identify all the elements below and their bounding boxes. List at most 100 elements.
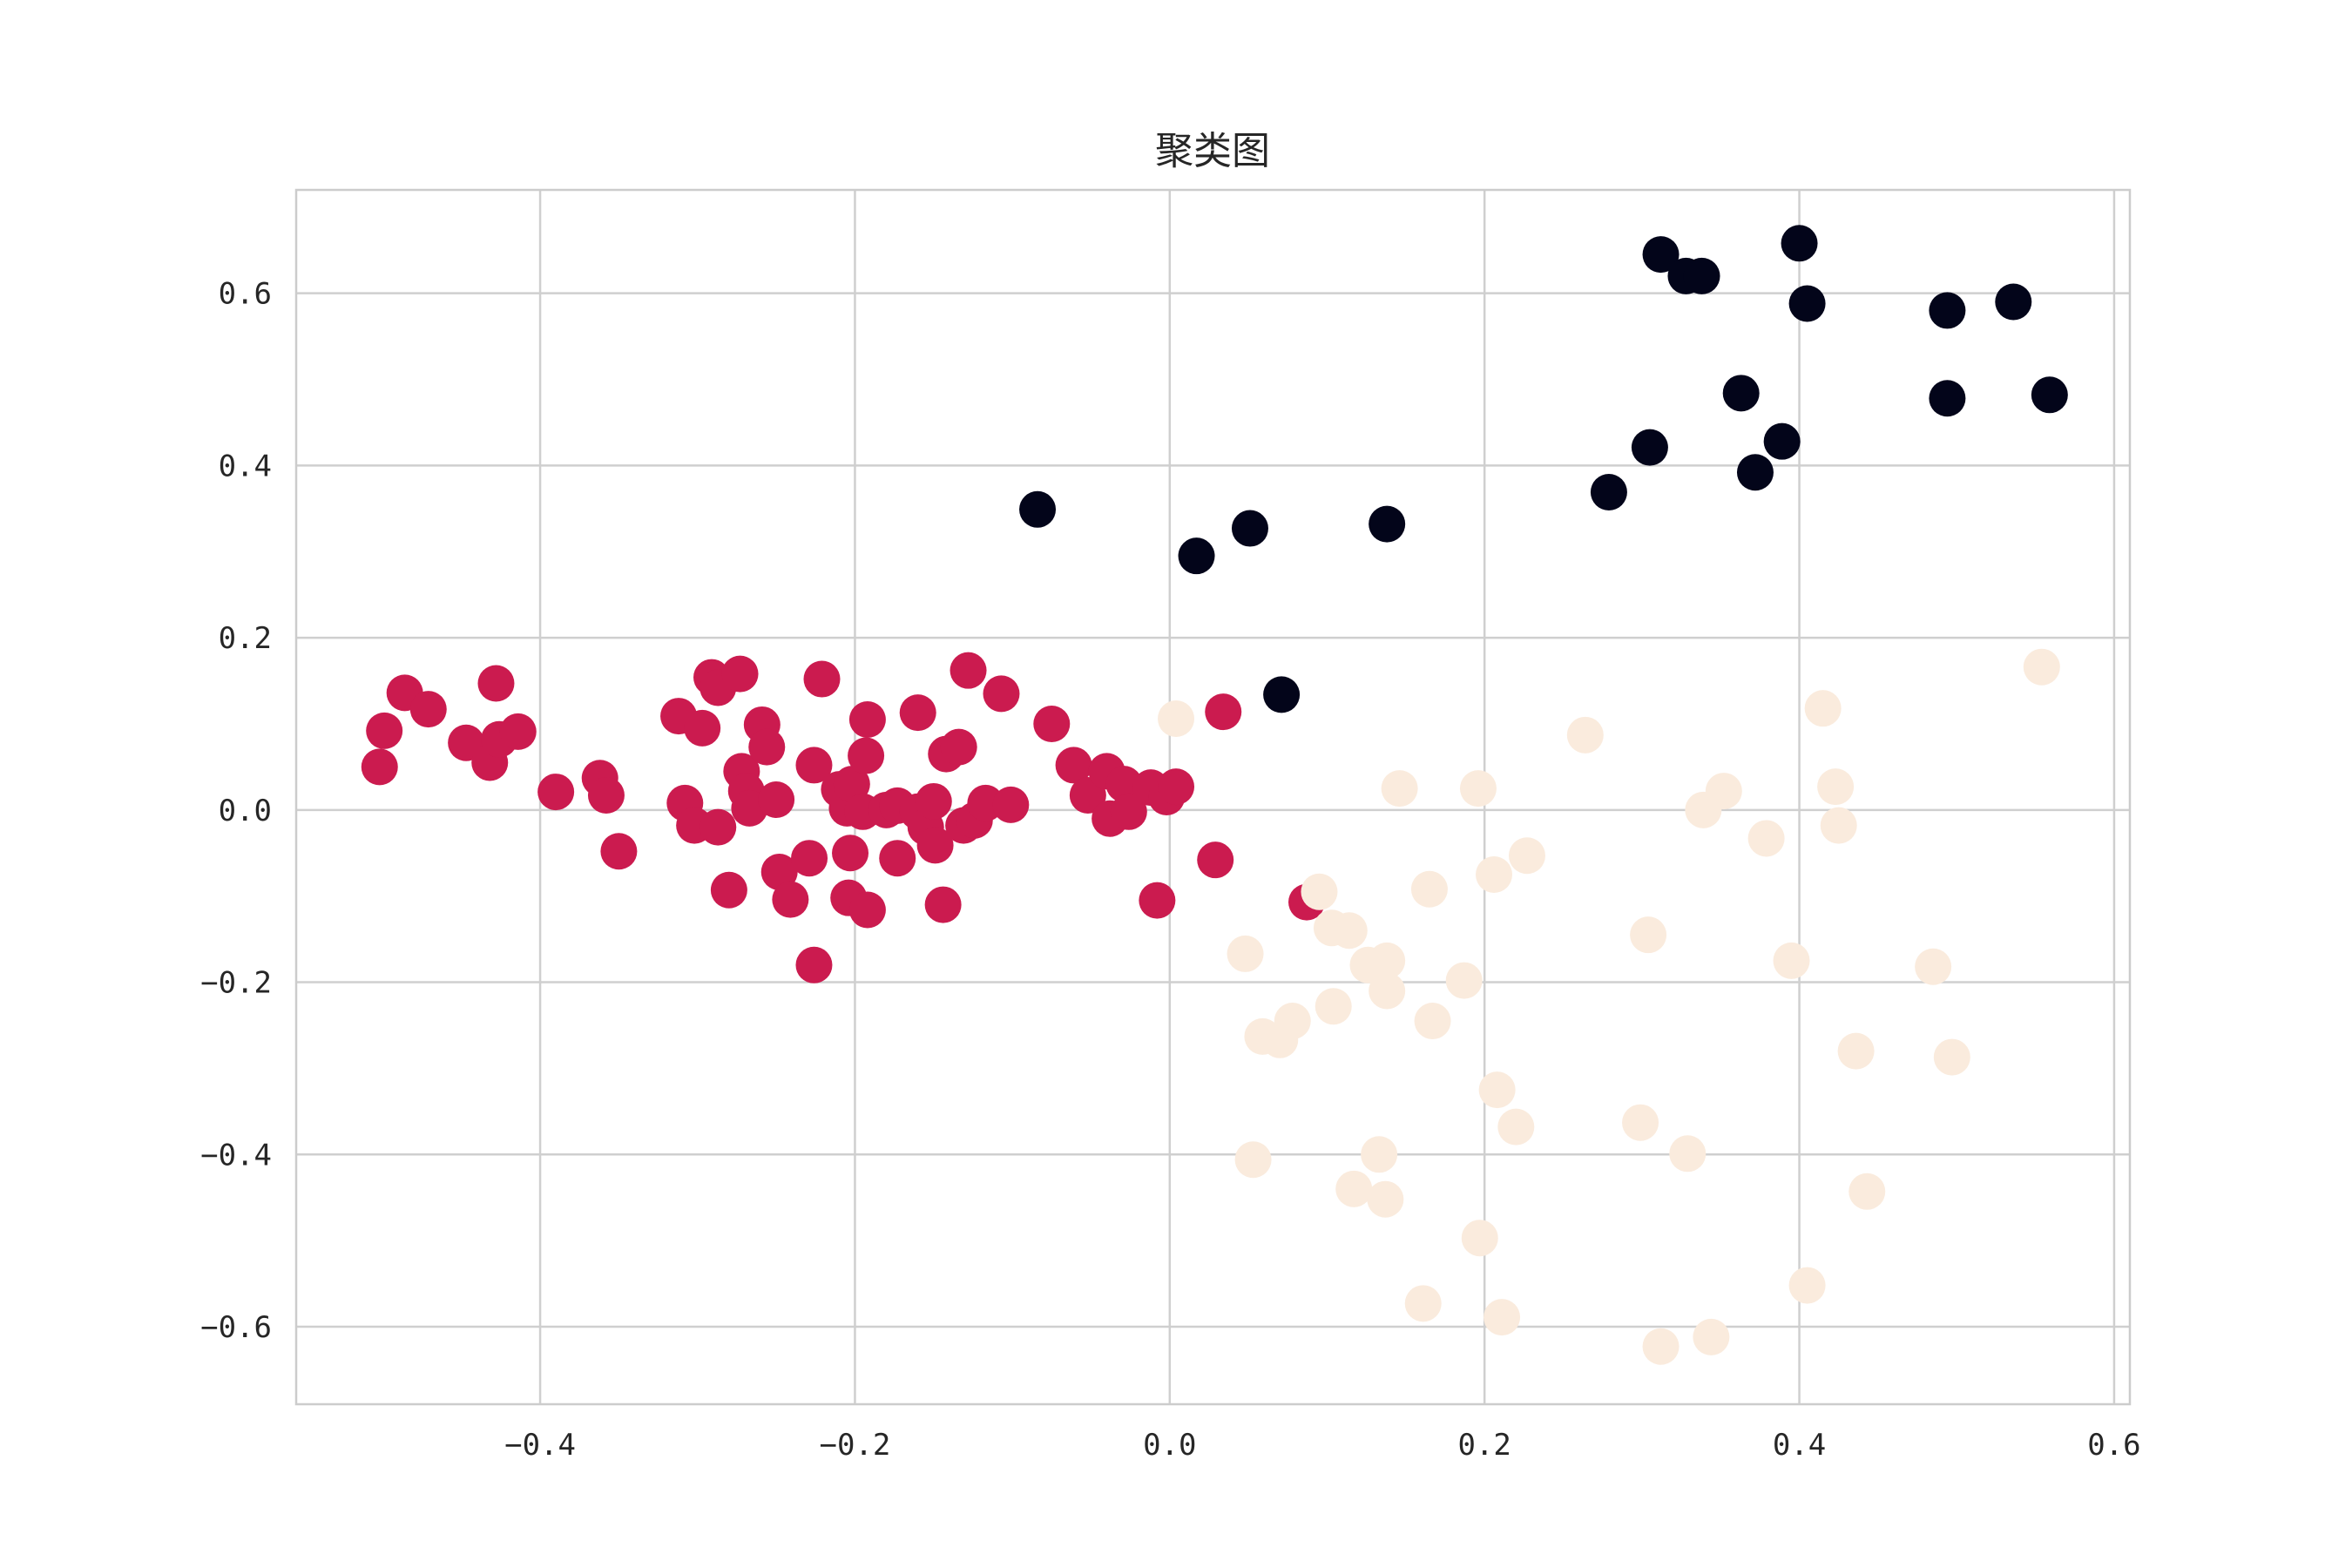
scatter-point [832, 835, 869, 872]
scatter-point [879, 840, 916, 877]
scatter-point [1773, 942, 1810, 979]
scatter-point [1055, 747, 1092, 784]
y-tick-label: −0.4 [200, 1138, 272, 1173]
scatter-point [1837, 1032, 1875, 1070]
scatter-point [1933, 1038, 1970, 1076]
scatter-point [1263, 676, 1301, 713]
scatter-point [1705, 773, 1742, 810]
data-points [361, 225, 2068, 1365]
y-tick-label: 0.4 [219, 449, 272, 483]
scatter-point [1788, 1267, 1826, 1304]
scatter-point [1197, 841, 1234, 879]
scatter-point [1369, 942, 1406, 979]
scatter-point [710, 871, 747, 909]
scatter-point [1274, 1003, 1311, 1040]
scatter-point [1781, 225, 1818, 262]
scatter-point [1178, 537, 1215, 575]
scatter-point [1929, 380, 1966, 417]
scatter-point [758, 781, 795, 818]
scatter-point [1033, 705, 1071, 742]
scatter-point [366, 712, 403, 749]
scatter-point [1139, 882, 1176, 919]
x-tick-label: 0.6 [2087, 1428, 2140, 1463]
scatter-point [1367, 1180, 1404, 1218]
cluster-2-points [361, 652, 1326, 983]
scatter-point [915, 782, 952, 820]
scatter-point [1747, 820, 1785, 857]
scatter-point [1231, 510, 1268, 547]
scatter-point [1410, 870, 1448, 908]
scatter-point [1019, 490, 1057, 528]
scatter-point [833, 766, 870, 803]
scatter-point [1369, 505, 1406, 543]
scatter-point [1683, 257, 1720, 294]
scatter-point [1315, 988, 1352, 1025]
scatter-point [795, 747, 833, 784]
y-tick-label: −0.6 [200, 1310, 272, 1345]
x-tick-label: 0.2 [1457, 1428, 1511, 1463]
scatter-point [1335, 1170, 1373, 1207]
scatter-point [1369, 972, 1406, 1010]
scatter-point [1158, 700, 1195, 738]
scatter-point [848, 701, 886, 739]
scatter-point [1736, 454, 1774, 491]
scatter-point [1848, 1173, 1886, 1210]
scatter-point [803, 660, 841, 698]
y-tick-label: 0.2 [219, 621, 272, 656]
scatter-point [950, 652, 987, 689]
scatter-point [1484, 1299, 1521, 1336]
scatter-point [848, 891, 886, 929]
scatter-point [1642, 236, 1680, 274]
scatter-point [1995, 283, 2032, 321]
x-tick-label: 0.4 [1773, 1428, 1826, 1463]
scatter-point [1817, 768, 1855, 806]
scatter-point [1590, 474, 1627, 511]
scatter-point [1669, 1135, 1707, 1173]
scatter-point [1820, 807, 1857, 844]
scatter-point [1110, 793, 1147, 830]
axes-frame [294, 188, 2132, 1406]
scatter-point [924, 886, 962, 923]
scatter-point [916, 827, 954, 864]
scatter-point [1693, 1318, 1730, 1355]
scatter-point [1105, 766, 1143, 803]
scatter-point [1361, 1136, 1398, 1173]
y-tick-label: 0.6 [219, 277, 272, 312]
scatter-point [1804, 690, 1842, 727]
scatter-point [1630, 916, 1667, 954]
x-axis-ticks: −0.4 −0.2 0.0 0.2 0.4 0.6 [504, 1428, 2141, 1463]
scatter-point [1497, 1108, 1535, 1146]
scatter-point [1445, 962, 1483, 999]
scatter-point [1622, 1104, 1659, 1141]
scatter-point [772, 881, 809, 918]
y-tick-label: 0.0 [219, 794, 272, 828]
scatter-point [848, 737, 885, 774]
scatter-point [1478, 1071, 1516, 1109]
scatter-point [1414, 1003, 1451, 1040]
scatter-point [1722, 375, 1760, 412]
scatter-point [1763, 422, 1801, 460]
scatter-point [1915, 948, 1952, 985]
scatter-point [760, 854, 798, 891]
scatter-point [983, 675, 1020, 713]
scatter-point [1158, 768, 1195, 806]
scatter-point [409, 691, 447, 728]
scatter-point [1330, 912, 1368, 950]
scatter-point [795, 946, 833, 983]
scatter-point [1929, 292, 1966, 329]
scatter-point [992, 786, 1030, 823]
x-tick-label: −0.4 [504, 1428, 576, 1463]
x-tick-label: −0.2 [819, 1428, 890, 1463]
scatter-point [2023, 648, 2060, 686]
scatter-point [940, 728, 977, 766]
scatter-point [1476, 855, 1513, 893]
scatter-point [791, 840, 828, 877]
scatter-point [1381, 770, 1418, 808]
cluster-1-points [1019, 225, 2068, 713]
scatter-point [537, 774, 575, 811]
scatter-point [899, 694, 936, 732]
cluster-3-points [1158, 648, 2060, 1365]
scatter-point [1234, 1141, 1272, 1179]
scatter-point [1301, 873, 1338, 910]
scatter-point [721, 655, 759, 693]
